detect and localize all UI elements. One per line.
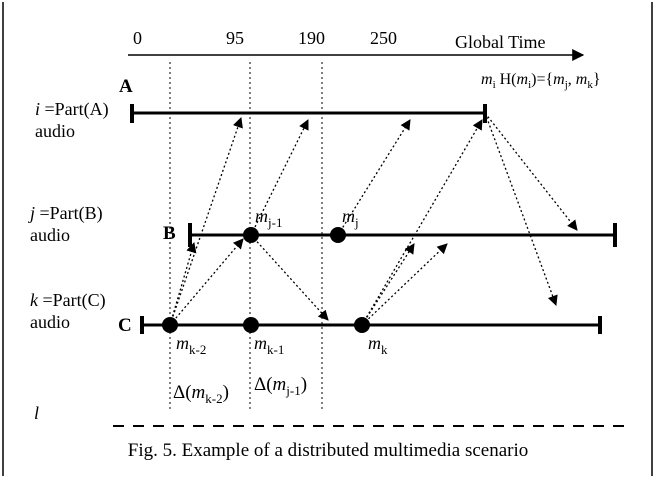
delta-label-k-2: Δ(mk-2)	[173, 382, 229, 406]
process-label-c: k =Part(C)	[30, 290, 106, 311]
arrow-mk-to-a	[362, 120, 482, 325]
tick-label-0: 0	[133, 28, 142, 48]
arrow-mj1-to-c	[251, 235, 328, 320]
arrow-mk-to-b-2	[362, 244, 447, 325]
arrow-mk-to-b-1	[362, 244, 414, 325]
history-annotation: mi H(mi)={mj, mk}	[481, 71, 601, 91]
figure-caption: Fig. 5. Example of a distributed multime…	[128, 440, 529, 461]
label-m-k-1: mk-1	[254, 333, 284, 357]
arrow-mk2-to-b-2	[170, 239, 243, 325]
process-media-b: audio	[30, 225, 70, 245]
event-m-k-1	[243, 317, 259, 333]
process-letter-c: C	[118, 315, 132, 336]
axis-title: Global Time	[455, 32, 546, 52]
process-letter-a: A	[119, 76, 133, 97]
label-m-k-2: mk-2	[176, 333, 206, 357]
process-letter-b: B	[163, 223, 176, 244]
tick-label-95: 95	[226, 28, 244, 48]
label-m-k: mk	[368, 333, 388, 357]
process-label-a: i =Part(A)	[35, 99, 109, 120]
delta-label-j-1: Δ(mj-1)	[254, 374, 307, 398]
process-label-b: j =Part(B)	[28, 203, 103, 224]
process-media-a: audio	[35, 121, 75, 141]
arrow-mk2-to-a	[170, 118, 241, 325]
tick-label-190: 190	[298, 28, 325, 48]
arrow-mi-to-b	[485, 113, 577, 230]
arrow-mi-to-c	[485, 113, 556, 305]
process-label-l: l	[34, 403, 39, 423]
process-media-c: audio	[30, 312, 70, 332]
tick-label-250: 250	[370, 28, 397, 48]
arrow-mk2-to-b-1	[170, 243, 194, 325]
label-m-j: mj	[342, 206, 359, 230]
